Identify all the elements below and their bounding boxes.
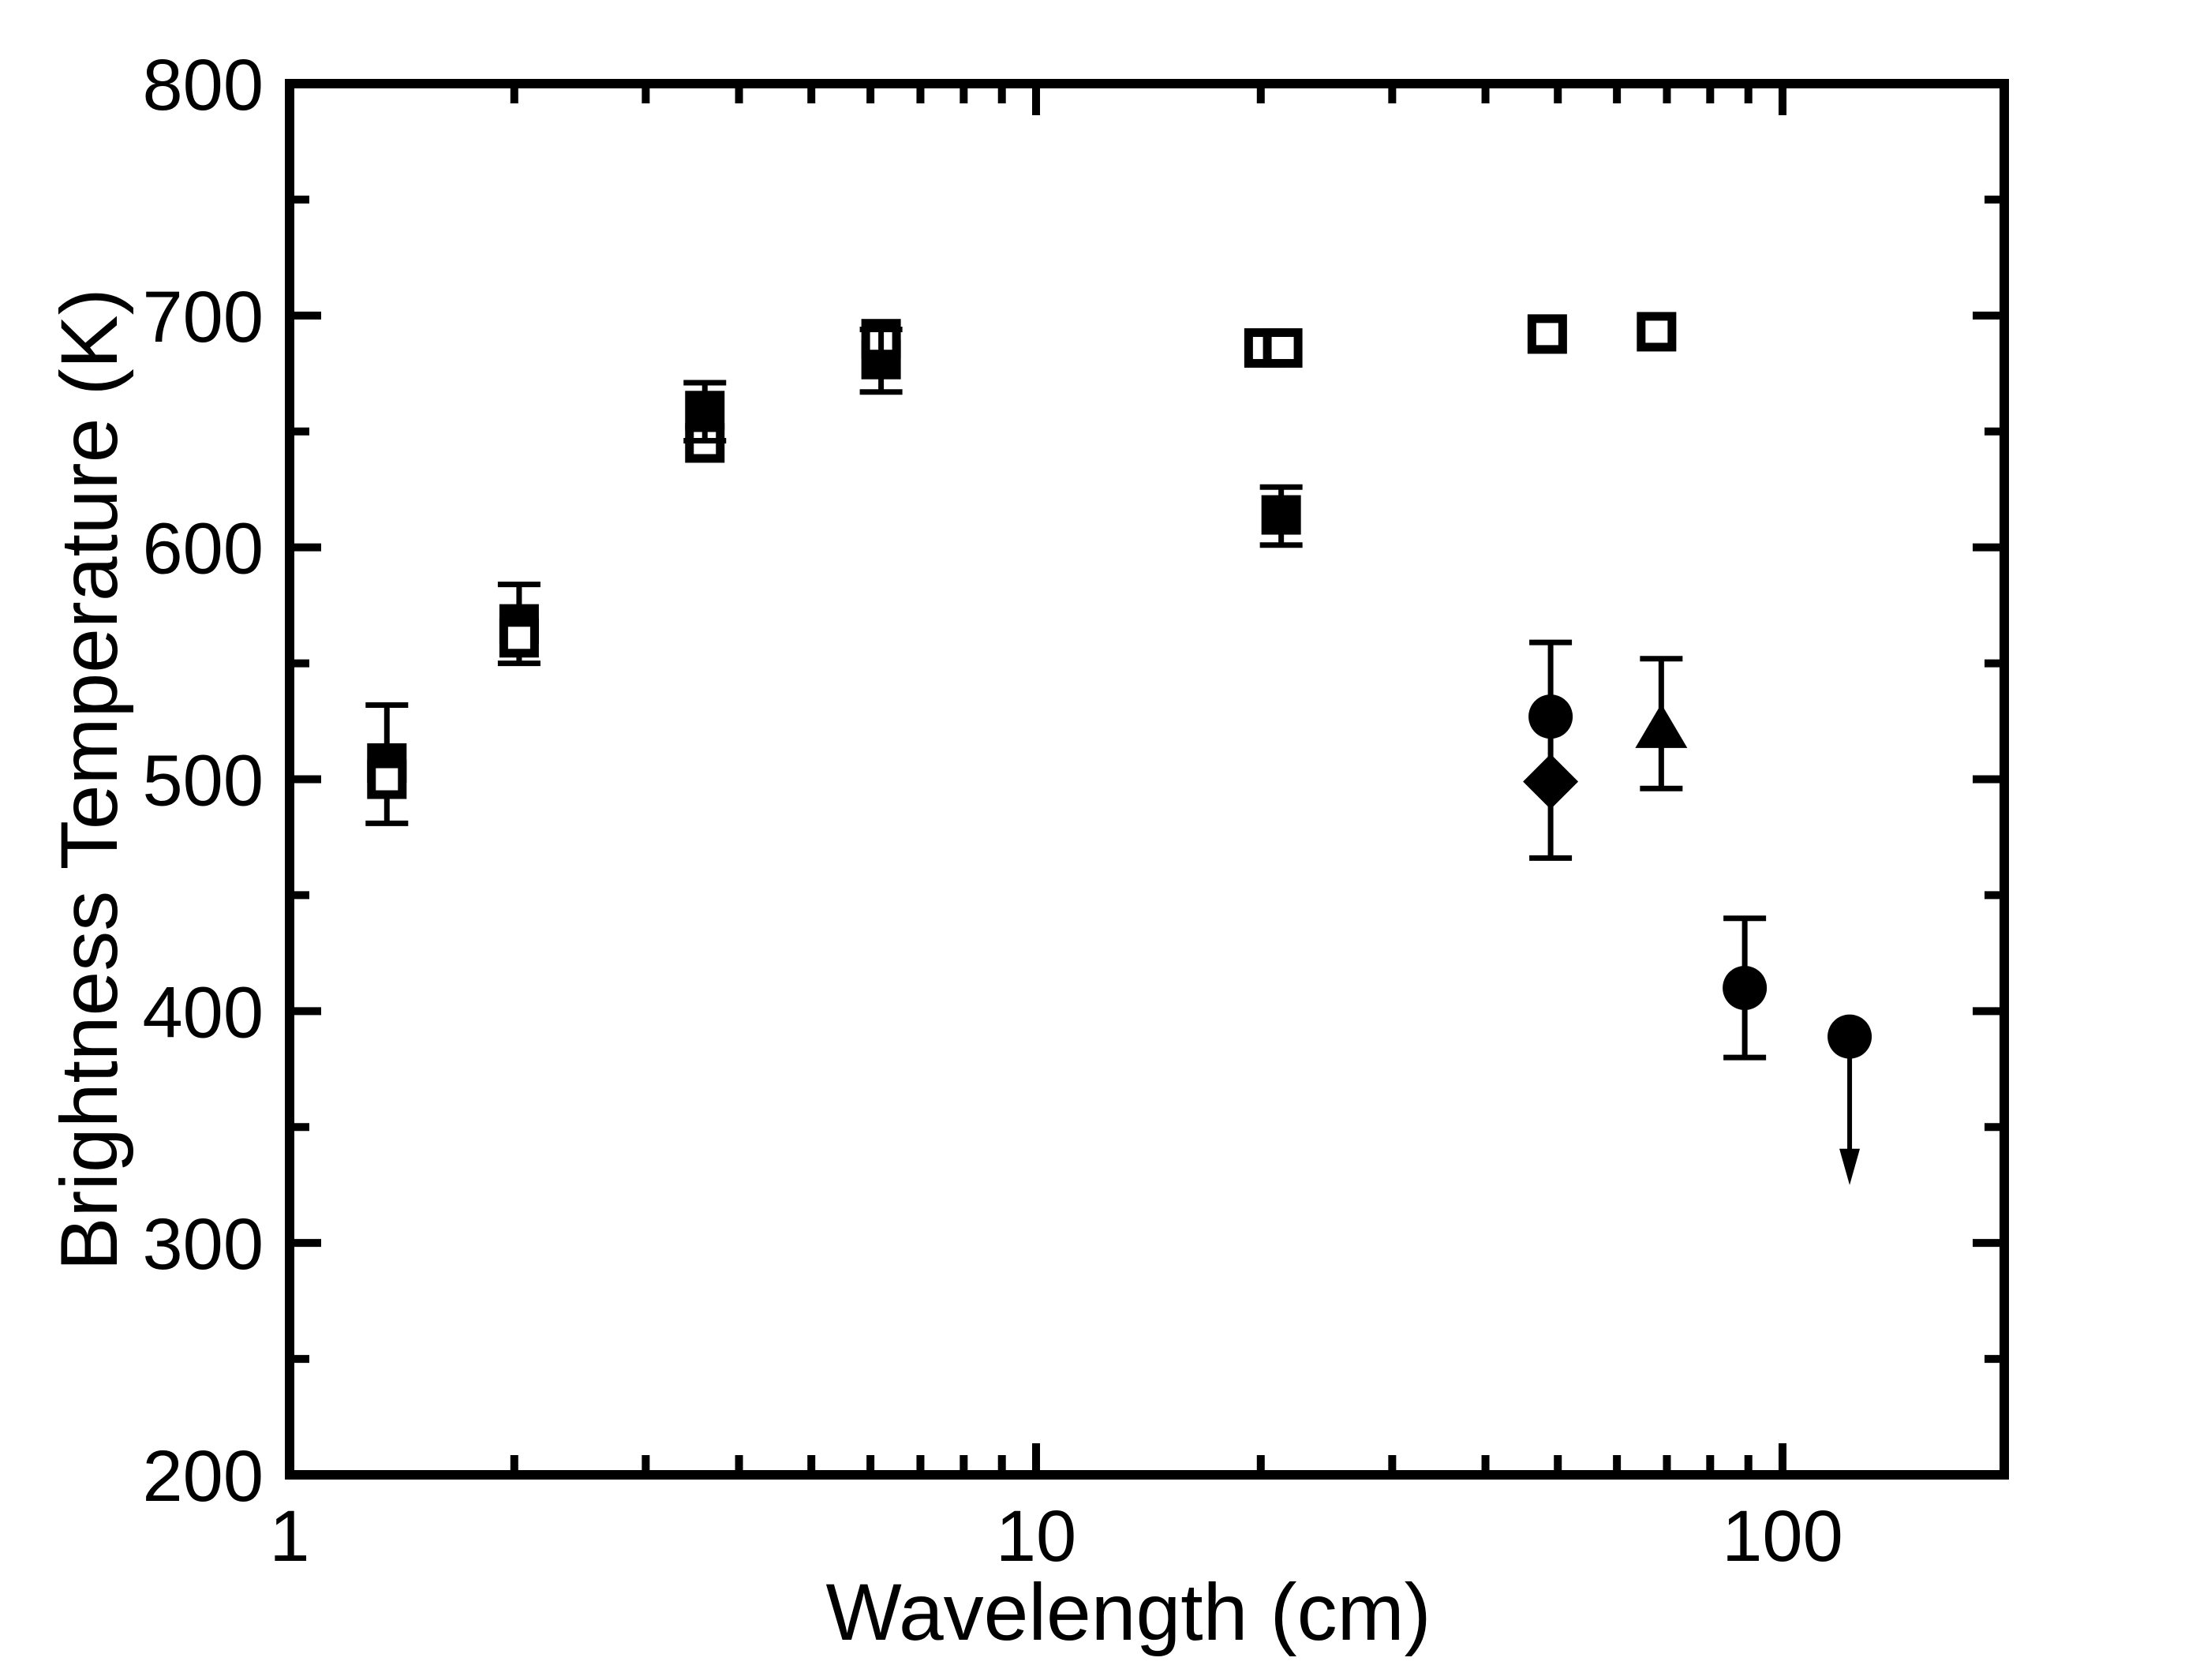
data-point-filled-diamond	[1523, 754, 1579, 810]
data-point-filled-circle	[1528, 694, 1573, 739]
data-point-filled-square	[685, 391, 725, 431]
y-tick-label: 200	[143, 1436, 264, 1517]
x-axis-title: Wavelength (cm)	[825, 1567, 1431, 1657]
y-tick-label: 700	[143, 277, 264, 357]
y-axis-title: Brightness Temperature (K)	[44, 288, 134, 1270]
data-point-open-square	[367, 759, 407, 799]
y-tick-label: 300	[143, 1204, 264, 1285]
data-point-filled-triangle	[1635, 703, 1688, 748]
y-tick-label: 800	[143, 45, 264, 125]
x-tick-label: 1	[269, 1496, 309, 1577]
y-tick-label: 600	[143, 509, 264, 589]
x-tick-label: 100	[1722, 1496, 1843, 1577]
y-tick-label: 400	[143, 972, 264, 1053]
upper-limit-arrow-head	[1839, 1148, 1861, 1185]
data-point-open-square	[499, 618, 539, 658]
data-point-filled-circle	[1723, 965, 1768, 1010]
axes-frame	[285, 79, 2009, 1480]
data-point-open-square	[1263, 327, 1303, 368]
y-tick-label: 500	[143, 741, 264, 821]
data-point-open-square	[1637, 312, 1677, 352]
data-point-open-square	[1527, 314, 1567, 354]
data-point-filled-square	[1261, 495, 1301, 535]
x-tick-label: 10	[996, 1496, 1076, 1577]
